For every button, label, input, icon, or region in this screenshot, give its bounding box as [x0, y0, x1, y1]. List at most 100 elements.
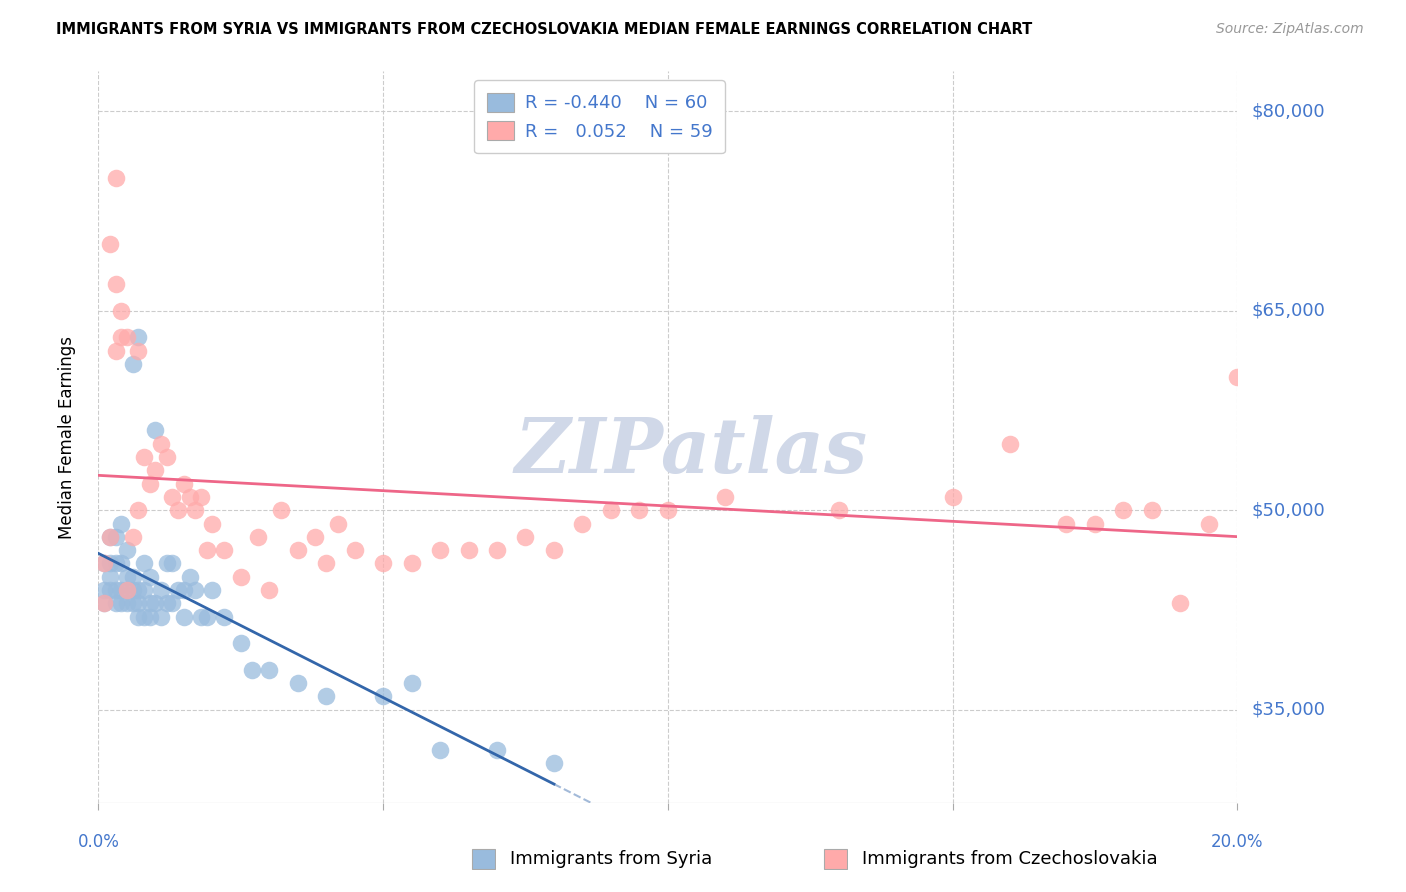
Point [150, 609, 173, 624]
Point [195, 609, 218, 624]
Point [167, 503, 190, 517]
Point [104, 343, 127, 358]
Point [184, 582, 207, 597]
Point [212, 543, 235, 558]
Point [190, 490, 212, 504]
Point [138, 570, 160, 584]
Point [93, 596, 115, 610]
Point [201, 582, 224, 597]
Point [98, 557, 121, 571]
Point [1056, 516, 1078, 531]
Point [115, 582, 138, 597]
FancyBboxPatch shape [824, 848, 846, 869]
Text: Immigrants from Czechoslovakia: Immigrants from Czechoslovakia [862, 849, 1157, 868]
Point [287, 676, 309, 690]
Point [246, 530, 269, 544]
Point [127, 503, 149, 517]
Point [156, 596, 179, 610]
Point [998, 436, 1021, 450]
Point [115, 596, 138, 610]
Point [628, 503, 651, 517]
Text: $80,000: $80,000 [1251, 103, 1324, 120]
Point [1226, 370, 1249, 384]
Point [104, 582, 127, 597]
Point [326, 516, 349, 531]
Point [93, 557, 115, 571]
Point [212, 609, 235, 624]
Legend: R = -0.440    N = 60, R =   0.052    N = 59: R = -0.440 N = 60, R = 0.052 N = 59 [474, 80, 725, 153]
Point [104, 170, 127, 185]
Point [167, 582, 190, 597]
Point [127, 609, 149, 624]
Text: $35,000: $35,000 [1251, 701, 1326, 719]
Point [162, 596, 184, 610]
Point [127, 330, 149, 344]
Point [486, 543, 509, 558]
Point [132, 582, 155, 597]
Point [543, 756, 565, 770]
Point [401, 557, 423, 571]
Point [110, 582, 132, 597]
Point [942, 490, 965, 504]
Point [132, 609, 155, 624]
Point [110, 557, 132, 571]
Point [115, 543, 138, 558]
Point [150, 436, 173, 450]
Point [98, 530, 121, 544]
Point [600, 503, 623, 517]
Point [179, 490, 201, 504]
Point [373, 690, 395, 704]
Point [110, 596, 132, 610]
Point [110, 303, 132, 318]
Point [515, 530, 537, 544]
Point [132, 450, 155, 464]
Point [104, 530, 127, 544]
Point [543, 543, 565, 558]
Point [138, 476, 160, 491]
Point [287, 543, 309, 558]
Point [429, 543, 451, 558]
Point [145, 424, 167, 438]
Point [828, 503, 851, 517]
Text: IMMIGRANTS FROM SYRIA VS IMMIGRANTS FROM CZECHOSLOVAKIA MEDIAN FEMALE EARNINGS C: IMMIGRANTS FROM SYRIA VS IMMIGRANTS FROM… [56, 22, 1032, 37]
Point [98, 582, 121, 597]
Point [98, 570, 121, 584]
Point [429, 742, 451, 756]
Point [373, 557, 395, 571]
Point [173, 476, 195, 491]
Text: 20.0%: 20.0% [1211, 833, 1264, 851]
Point [343, 543, 366, 558]
Point [201, 516, 224, 531]
Text: $50,000: $50,000 [1251, 501, 1324, 519]
Text: Source: ZipAtlas.com: Source: ZipAtlas.com [1216, 22, 1364, 37]
Point [104, 557, 127, 571]
Point [145, 596, 167, 610]
FancyBboxPatch shape [472, 848, 495, 869]
Point [315, 690, 337, 704]
Point [195, 543, 218, 558]
Point [115, 570, 138, 584]
Point [98, 237, 121, 252]
Point [121, 570, 143, 584]
Point [315, 557, 337, 571]
Point [132, 557, 155, 571]
Point [110, 516, 132, 531]
Point [121, 596, 143, 610]
Point [115, 330, 138, 344]
Point [1170, 596, 1192, 610]
Point [98, 530, 121, 544]
Point [714, 490, 737, 504]
Point [1112, 503, 1135, 517]
Point [127, 596, 149, 610]
Point [121, 530, 143, 544]
Point [270, 503, 292, 517]
Point [156, 450, 179, 464]
Point [1084, 516, 1107, 531]
Point [240, 663, 263, 677]
Point [173, 609, 195, 624]
Point [162, 557, 184, 571]
Point [657, 503, 679, 517]
Point [1198, 516, 1220, 531]
Text: ZIPatlas: ZIPatlas [515, 415, 868, 489]
Point [93, 596, 115, 610]
